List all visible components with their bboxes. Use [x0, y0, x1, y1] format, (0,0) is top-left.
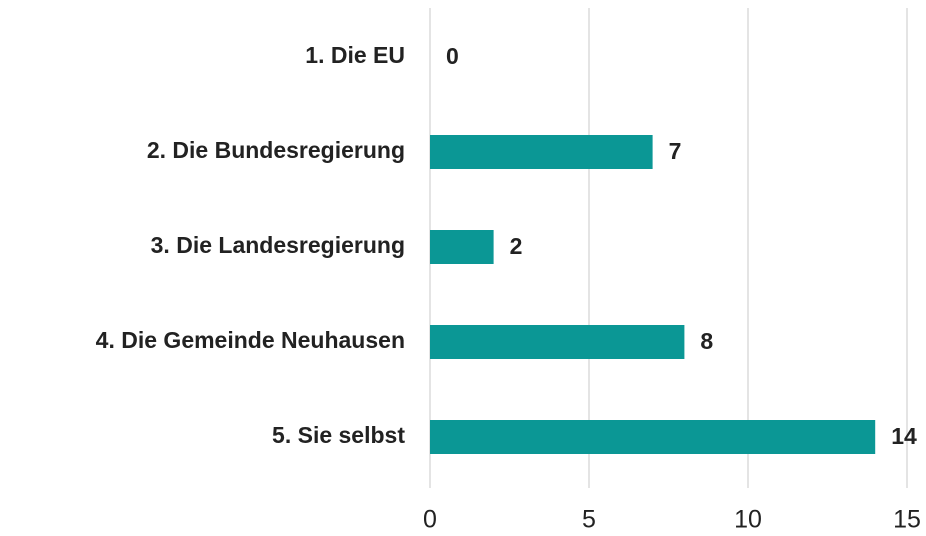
bar	[430, 135, 653, 169]
y-tick-label: 3. Die Landesregierung	[151, 232, 405, 258]
bar	[430, 230, 494, 264]
bar	[430, 325, 685, 359]
data-label: 2	[510, 233, 523, 259]
y-tick-label: 5. Sie selbst	[272, 422, 405, 448]
x-tick-label: 5	[582, 506, 596, 534]
bar	[430, 420, 876, 454]
y-tick-label: 4. Die Gemeinde Neuhausen	[96, 327, 405, 353]
x-tick-label: 0	[423, 506, 437, 534]
y-tick-label: 1. Die EU	[305, 42, 405, 68]
data-label: 0	[446, 43, 459, 69]
data-label: 7	[669, 138, 682, 164]
data-label: 8	[700, 328, 713, 354]
data-label: 14	[891, 423, 917, 449]
x-tick-label: 10	[734, 506, 762, 534]
x-tick-label: 15	[893, 506, 921, 534]
y-tick-label: 2. Die Bundesregierung	[147, 137, 405, 163]
